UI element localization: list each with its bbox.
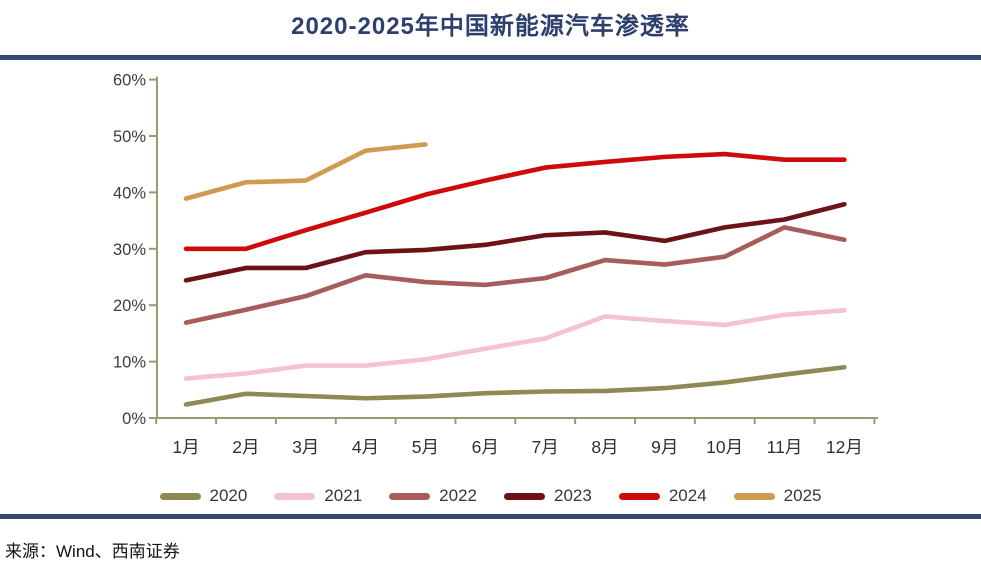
x-tick-label: 1月 bbox=[172, 437, 199, 457]
x-tick-label: 12月 bbox=[826, 437, 863, 457]
legend-item-2025: 2025 bbox=[733, 486, 822, 506]
bottom-divider-rule bbox=[0, 514, 981, 519]
series-line-2024 bbox=[183, 151, 847, 252]
y-tick-label: 0% bbox=[122, 410, 146, 428]
chart-title: 2020-2025年中国新能源汽车渗透率 bbox=[291, 13, 690, 40]
y-tick-label: 20% bbox=[113, 297, 146, 315]
series-line-2021 bbox=[183, 307, 847, 381]
y-tick-label: 10% bbox=[113, 354, 146, 372]
legend-item-2021: 2021 bbox=[274, 486, 362, 506]
x-tick-label: 9月 bbox=[651, 437, 678, 457]
x-tick-label: 4月 bbox=[352, 437, 379, 457]
y-tick-label: 60% bbox=[113, 72, 146, 90]
legend-swatch-2022 bbox=[389, 492, 431, 500]
legend-item-2022: 2022 bbox=[389, 486, 477, 506]
legend-label-2022: 2022 bbox=[439, 486, 477, 505]
legend-label-2020: 2020 bbox=[209, 486, 248, 505]
legend-label-2025: 2025 bbox=[783, 486, 822, 505]
y-tick-label: 40% bbox=[113, 184, 146, 202]
legend-swatch-2025 bbox=[733, 492, 775, 500]
legend-label-2024: 2024 bbox=[668, 486, 707, 505]
legend-item-2023: 2023 bbox=[504, 486, 592, 506]
legend-label-2023: 2023 bbox=[554, 486, 592, 505]
series-line-2022 bbox=[183, 225, 847, 325]
y-tick-label: 50% bbox=[113, 128, 146, 146]
x-tick-label: 5月 bbox=[412, 437, 439, 457]
legend-item-2024: 2024 bbox=[618, 486, 707, 506]
series-line-2020 bbox=[183, 364, 847, 407]
x-tick-label: 2月 bbox=[232, 437, 259, 457]
chart-legend: 2020 2021 2022 2023 2024 2025 bbox=[0, 486, 981, 506]
legend-item-2020: 2020 bbox=[159, 486, 248, 506]
legend-swatch-2020 bbox=[159, 492, 201, 500]
source-note: 来源：Wind、西南证券 bbox=[5, 542, 180, 561]
legend-label-2021: 2021 bbox=[324, 486, 363, 505]
series-line-2025 bbox=[183, 142, 428, 201]
x-tick-label: 3月 bbox=[292, 437, 319, 457]
legend-swatch-2024 bbox=[618, 492, 660, 500]
x-tick-label: 7月 bbox=[531, 437, 558, 457]
legend-swatch-2023 bbox=[504, 492, 545, 500]
legend-swatch-2021 bbox=[274, 492, 316, 500]
y-tick-label: 30% bbox=[113, 241, 146, 259]
x-tick-label: 10月 bbox=[706, 437, 743, 457]
top-divider-rule bbox=[0, 55, 981, 60]
x-tick-label: 11月 bbox=[767, 437, 803, 457]
series-line-2023 bbox=[183, 201, 847, 283]
x-tick-label: 6月 bbox=[472, 437, 499, 457]
x-tick-label: 8月 bbox=[591, 437, 618, 457]
